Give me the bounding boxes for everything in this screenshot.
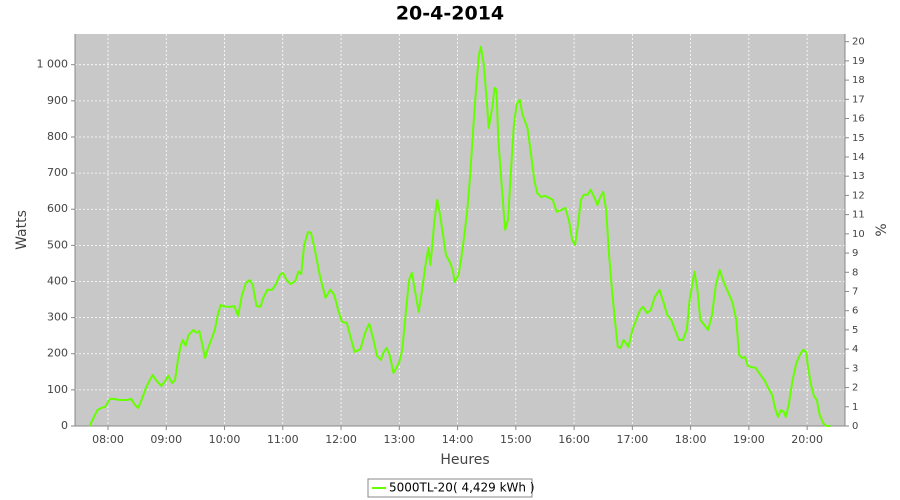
y2-tick-label: 8	[852, 267, 858, 278]
y2-tick-label: 15	[852, 133, 865, 144]
x-tick-label: 15:00	[500, 433, 532, 446]
plot-area	[75, 34, 845, 426]
y2-tick-label: 1	[852, 402, 858, 413]
y2-tick-label: 10	[852, 229, 865, 240]
y-tick-label: 300	[47, 311, 68, 324]
x-tick-label: 09:00	[150, 433, 182, 446]
y-tick-label: 600	[47, 202, 68, 215]
y-tick-label: 200	[47, 347, 68, 360]
x-tick-label: 14:00	[442, 433, 474, 446]
y-tick-label: 1 000	[37, 58, 69, 71]
y-tick-label: 700	[47, 166, 68, 179]
y2-tick-label: 16	[852, 114, 865, 125]
y2-tick-label: 2	[852, 383, 858, 394]
y-tick-label: 0	[61, 419, 68, 432]
legend-box	[367, 478, 533, 498]
y2-tick-label: 7	[852, 286, 858, 297]
y2-tick-label: 6	[852, 306, 858, 317]
x-tick-label: 11:00	[267, 433, 299, 446]
y2-tick-label: 9	[852, 248, 858, 259]
y2-tick-label: 4	[852, 344, 858, 355]
y2-tick-label: 18	[852, 75, 865, 86]
y2-tick-label: 20	[852, 37, 865, 48]
x-tick-label: 13:00	[383, 433, 415, 446]
x-tick-label: 20:00	[791, 433, 823, 446]
y2-tick-label: 0	[852, 421, 858, 432]
chart-title: 20-4-2014	[396, 3, 504, 25]
y2-tick-label: 12	[852, 190, 865, 201]
x-tick-label: 12:00	[325, 433, 357, 446]
y-axis-label: Watts	[14, 210, 30, 250]
x-tick-label: 19:00	[733, 433, 765, 446]
y2-tick-label: 13	[852, 171, 865, 182]
y2-tick-label: 19	[852, 56, 865, 67]
x-tick-label: 18:00	[675, 433, 707, 446]
y2-tick-label: 11	[852, 210, 865, 221]
x-tick-label: 10:00	[209, 433, 241, 446]
x-tick-label: 08:00	[92, 433, 124, 446]
x-tick-label: 17:00	[617, 433, 649, 446]
series-line	[88, 45, 831, 427]
legend: 5000TL-20( 4,429 kWh )	[367, 478, 535, 498]
y2-tick-label: 17	[852, 94, 865, 105]
y-tick-label: 800	[47, 130, 68, 143]
y-tick-label: 100	[47, 383, 68, 396]
y-tick-label: 900	[47, 94, 68, 107]
y2-tick-label: 14	[852, 152, 865, 163]
x-tick-label: 16:00	[558, 433, 590, 446]
y2-tick-label: 5	[852, 325, 858, 336]
y-tick-label: 400	[47, 274, 68, 287]
y2-axis-label: %	[874, 223, 890, 236]
legend-label: 5000TL-20( 4,429 kWh )	[389, 481, 535, 495]
x-axis-label: Heures	[440, 452, 489, 468]
y-tick-label: 500	[47, 238, 68, 251]
y2-tick-label: 3	[852, 363, 858, 374]
